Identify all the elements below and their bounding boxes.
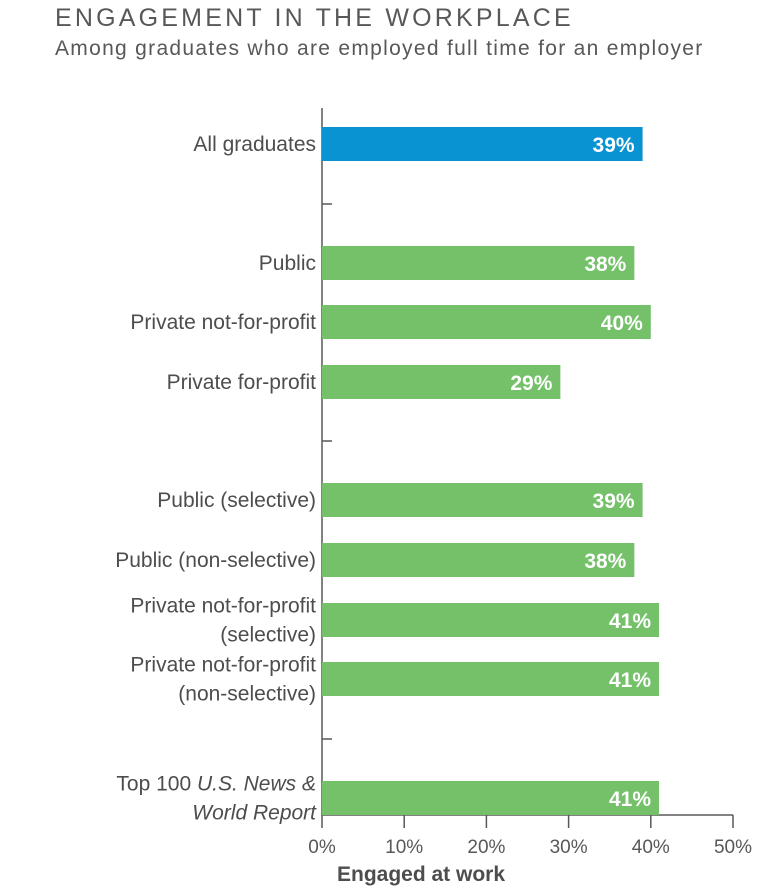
category-label: Public — [259, 252, 316, 275]
category-label: Private not-for-profit — [130, 654, 316, 677]
bar-value-label: 29% — [510, 372, 552, 395]
x-tick-label: 30% — [550, 837, 588, 858]
bar-value-label: 41% — [609, 788, 651, 811]
bar — [322, 246, 635, 280]
category-label: Private not-for-profit — [130, 311, 316, 334]
category-label-part: Private not-for-profit — [130, 654, 316, 677]
category-label-part: Private for-profit — [167, 371, 317, 394]
bar — [322, 662, 660, 696]
bar — [322, 365, 561, 399]
x-axis-title: Engaged at work — [337, 863, 505, 886]
chart-subtitle: Among graduates who are employed full ti… — [55, 37, 704, 60]
bar-value-label: 40% — [601, 312, 643, 335]
category-label: (selective) — [220, 624, 316, 647]
x-tick-label: 40% — [632, 837, 670, 858]
bar — [322, 603, 660, 637]
category-label-part: Public (selective) — [157, 489, 316, 512]
x-tick-label: 10% — [385, 837, 423, 858]
bar — [322, 483, 643, 517]
category-label: Public (selective) — [157, 489, 316, 512]
category-label-part: (selective) — [220, 624, 316, 647]
category-label-part: All graduates — [193, 133, 316, 156]
x-tick-label: 50% — [714, 837, 752, 858]
x-tick-label: 0% — [308, 837, 336, 858]
chart-title: ENGAGEMENT IN THE WORKPLACE — [55, 4, 574, 32]
category-label-part: Public (non-selective) — [115, 549, 316, 572]
bar — [322, 305, 651, 339]
x-tick-label: 20% — [467, 837, 505, 858]
category-label-part: World Report — [192, 802, 317, 825]
bar-value-label: 38% — [584, 550, 626, 573]
category-label: Public (non-selective) — [115, 549, 316, 572]
category-label-part: (non-selective) — [178, 683, 316, 706]
bar-value-label: 39% — [593, 134, 635, 157]
category-label-part: Public — [259, 252, 316, 275]
category-label-part: U.S. News & — [197, 773, 316, 796]
category-label-part: Top 100 — [116, 773, 197, 796]
bar — [322, 127, 643, 161]
category-label: (non-selective) — [178, 683, 316, 706]
category-label: Top 100 U.S. News & — [116, 773, 316, 796]
category-label: World Report — [192, 802, 317, 825]
bar-value-label: 41% — [609, 610, 651, 633]
bar-value-label: 41% — [609, 669, 651, 692]
category-label-part: Private not-for-profit — [130, 311, 316, 334]
category-label: All graduates — [193, 133, 316, 156]
category-label: Private not-for-profit — [130, 595, 316, 618]
bar-value-label: 39% — [593, 490, 635, 513]
bar — [322, 781, 660, 815]
bar-value-label: 38% — [584, 253, 626, 276]
category-label-part: Private not-for-profit — [130, 595, 316, 618]
bar — [322, 543, 635, 577]
category-label: Private for-profit — [167, 371, 317, 394]
